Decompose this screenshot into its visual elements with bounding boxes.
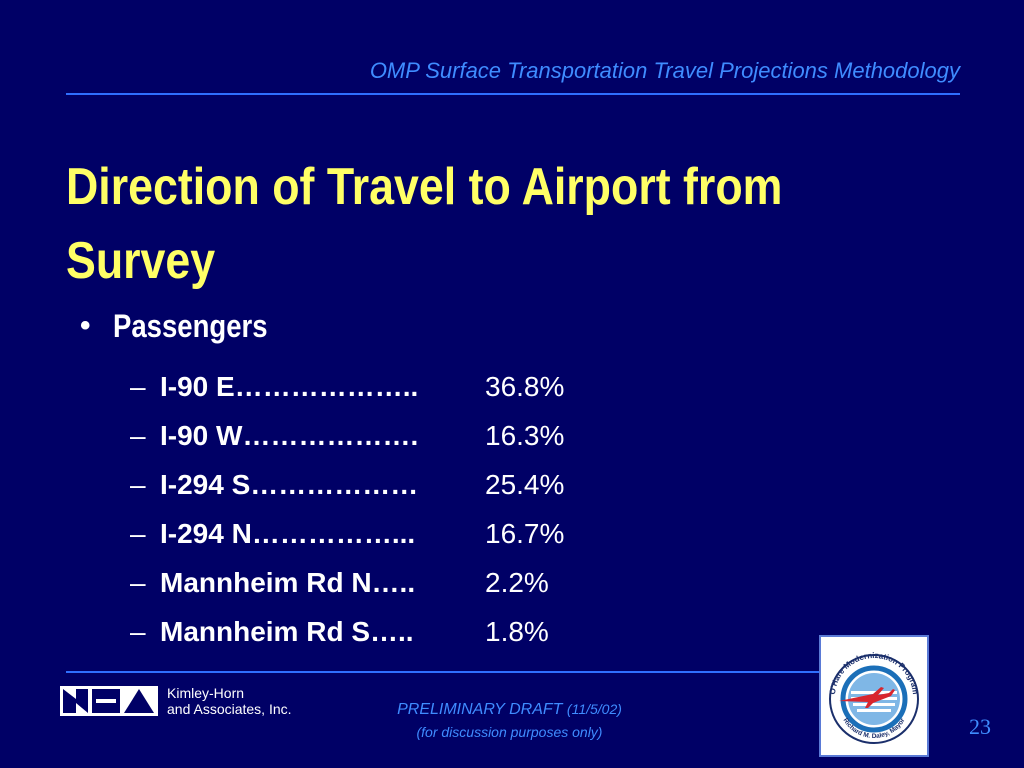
header-divider xyxy=(66,93,960,95)
footer-divider xyxy=(66,671,826,673)
draft-note: (for discussion purposes only) xyxy=(416,724,603,740)
item-value: 25.4% xyxy=(485,468,565,500)
item-value: 2.2% xyxy=(485,566,549,598)
item-label: I-90 W………………. xyxy=(160,419,419,451)
item-label: Mannheim Rd S….. xyxy=(160,615,414,647)
header-title: OMP Surface Transportation Travel Projec… xyxy=(369,58,960,83)
firm-name-line1: Kimley-Horn xyxy=(167,685,245,701)
list-item: – I-90 W………………. 16.3% xyxy=(130,411,564,460)
bullet-dot-icon: • xyxy=(80,308,91,342)
item-value: 16.3% xyxy=(485,419,565,451)
dash-icon: – xyxy=(130,517,146,549)
bullet-label: Passengers xyxy=(112,308,268,344)
item-value: 16.7% xyxy=(485,517,565,549)
draft-label: PRELIMINARY DRAFT xyxy=(397,701,563,718)
dash-icon: – xyxy=(130,566,146,598)
list-item: – I-294 N……………... 16.7% xyxy=(130,509,564,558)
item-value: 1.8% xyxy=(485,615,549,647)
dash-icon: – xyxy=(130,468,146,500)
ohare-modernization-badge-icon: O'Hare Modernization Program Richard M. … xyxy=(819,635,929,757)
list-item: – I-294 S……………… 25.4% xyxy=(130,460,564,509)
firm-name-line2: and Associates, Inc. xyxy=(167,701,292,717)
slide-title: Direction of Travel to Airport from Surv… xyxy=(66,158,783,290)
draft-notice: PRELIMINARY DRAFT (11/5/02) (for discuss… xyxy=(352,698,667,743)
item-label: I-294 S……………… xyxy=(160,468,419,500)
item-label: I-90 E……………….. xyxy=(160,370,419,402)
item-value: 36.8% xyxy=(485,370,565,402)
list-item: – Mannheim Rd N….. 2.2% xyxy=(130,558,564,607)
bullet-passengers: • Passengers xyxy=(80,308,292,345)
item-label: Mannheim Rd N….. xyxy=(160,566,416,598)
dash-icon: – xyxy=(130,370,146,402)
item-label: I-294 N……………... xyxy=(160,517,416,549)
dash-icon: – xyxy=(130,615,146,647)
firm-name: Kimley-Horn and Associates, Inc. xyxy=(167,685,292,717)
kimley-horn-logo-icon xyxy=(60,686,158,716)
draft-date: (11/5/02) xyxy=(566,701,622,717)
direction-list: – I-90 E……………….. 36.8% – I-90 W………………. 1… xyxy=(130,362,564,656)
list-item: – I-90 E……………….. 36.8% xyxy=(130,362,564,411)
list-item: – Mannheim Rd S….. 1.8% xyxy=(130,607,564,656)
page-number: 23 xyxy=(969,714,991,739)
dash-icon: – xyxy=(130,419,146,451)
